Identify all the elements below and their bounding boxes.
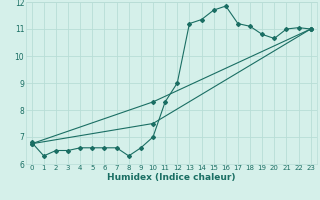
X-axis label: Humidex (Indice chaleur): Humidex (Indice chaleur) xyxy=(107,173,236,182)
